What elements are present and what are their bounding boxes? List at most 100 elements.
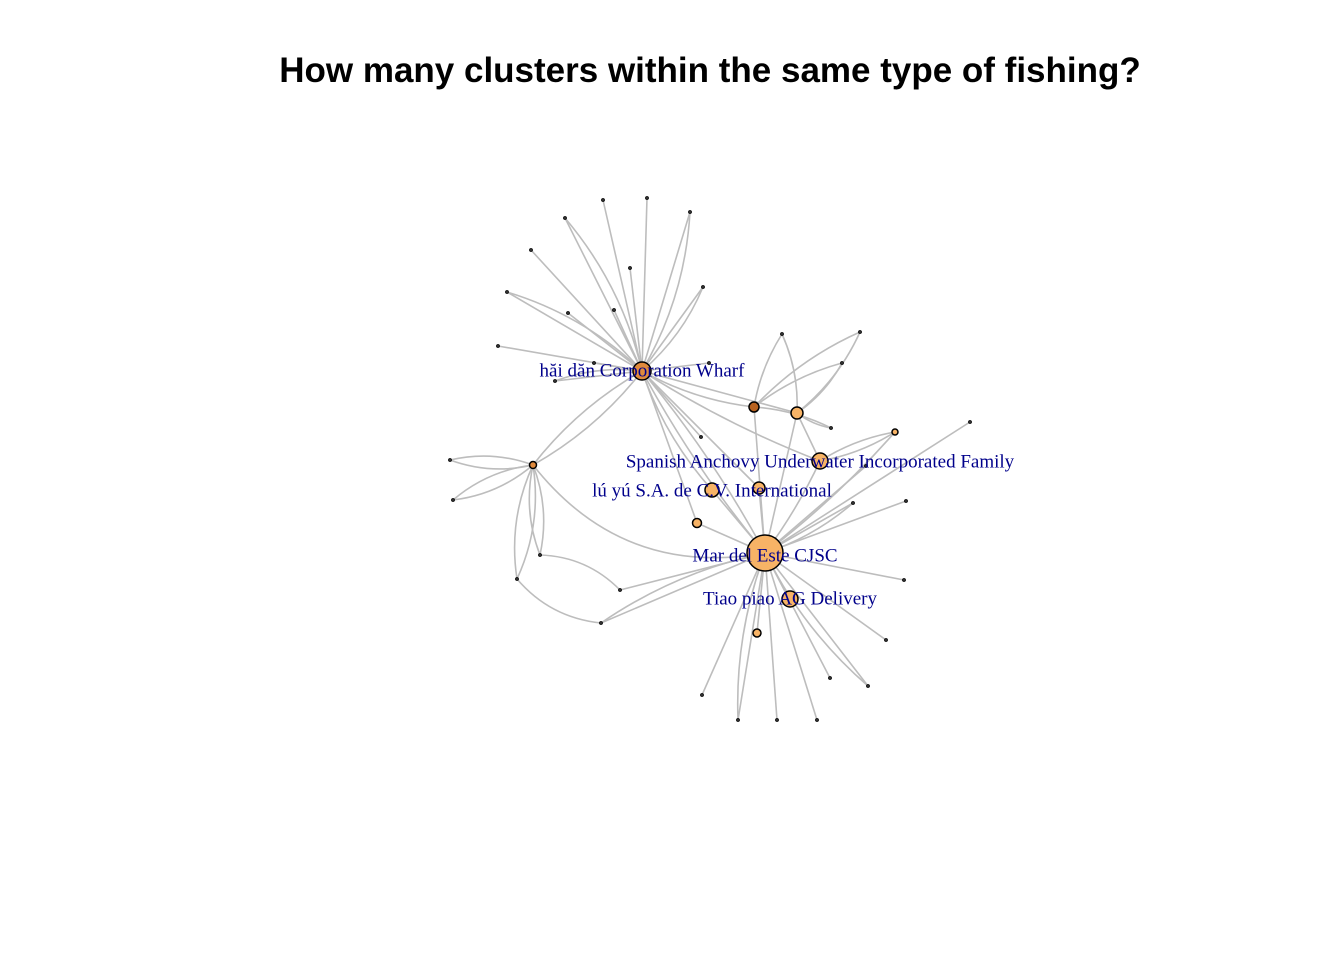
edge: [528, 464, 541, 556]
node-label: Mar del Este CJSC: [692, 545, 837, 566]
edge: [764, 552, 818, 721]
edge: [641, 370, 766, 554]
edge: [641, 370, 755, 408]
hub-node: [811, 452, 829, 470]
chart-title: How many clusters within the same type o…: [279, 51, 1141, 90]
leaf-node: [828, 676, 832, 680]
leaf-node: [815, 718, 819, 722]
hub-node: [704, 482, 720, 498]
leaf-node: [515, 577, 519, 581]
edge: [737, 552, 766, 721]
edge: [516, 578, 602, 624]
leaf-node: [864, 464, 868, 468]
leaf-node: [496, 344, 500, 348]
leaf-node: [851, 501, 855, 505]
hub-node: [691, 517, 703, 529]
hub-node: [632, 361, 652, 381]
leaf-node: [618, 588, 622, 592]
edges: [449, 197, 971, 721]
node-label: Spanish Anchovy Underwater Incorporated …: [626, 451, 1015, 472]
edge: [641, 211, 691, 372]
edge: [532, 464, 545, 556]
leaf-node: [780, 332, 784, 336]
edge: [781, 333, 799, 414]
node-label: Tiao piao AG Delivery: [703, 588, 877, 609]
edge: [539, 554, 621, 591]
edge: [600, 552, 766, 624]
leaf-node: [700, 693, 704, 697]
edge: [532, 370, 643, 466]
hub-node: [781, 590, 799, 608]
leaf-node: [688, 210, 692, 214]
leaf-node: [902, 578, 906, 582]
edge: [532, 464, 766, 559]
leaf-node: [448, 458, 452, 462]
edge: [449, 455, 534, 466]
hub-node: [891, 428, 899, 436]
leaf-node: [538, 553, 542, 557]
hub-node: [746, 534, 784, 572]
edge: [641, 211, 691, 372]
labels: hăi dăn Corporation Wharf Spanish Anchovy…: [540, 360, 1015, 609]
leaf-node: [968, 420, 972, 424]
edge: [641, 197, 648, 372]
edge: [736, 552, 766, 721]
edge: [641, 370, 760, 489]
hub-node: [752, 628, 762, 638]
hub-node: [752, 481, 766, 495]
leaf-node: [566, 311, 570, 315]
leaf-node: [866, 684, 870, 688]
leaf-node: [592, 361, 596, 365]
leaf-node: [529, 248, 533, 252]
node-label: hăi dăn Corporation Wharf: [540, 360, 746, 381]
leaf-node: [612, 308, 616, 312]
leaf-node: [645, 196, 649, 200]
leaf-node: [707, 361, 711, 365]
leaf-node: [858, 330, 862, 334]
edge: [506, 291, 643, 372]
leaf-node: [699, 435, 703, 439]
leaf-node: [505, 290, 509, 294]
edge: [764, 552, 869, 687]
leaf-node: [563, 216, 567, 220]
edge: [532, 370, 643, 466]
edge: [641, 370, 798, 414]
edge: [600, 552, 766, 624]
leaf-node: [736, 718, 740, 722]
hub-node: [528, 460, 538, 470]
leaf-node: [884, 638, 888, 642]
leaf-node: [701, 285, 705, 289]
leaf-node: [451, 498, 455, 502]
edge: [764, 421, 971, 554]
leaf-node: [840, 361, 844, 365]
edge: [641, 370, 821, 462]
edge: [530, 249, 643, 372]
edge: [753, 331, 861, 408]
edge: [452, 464, 534, 501]
edge: [629, 267, 643, 372]
leaf-node: [601, 198, 605, 202]
edge: [641, 370, 698, 524]
leaf-node: [775, 718, 779, 722]
nodes: [448, 196, 972, 722]
leaf-node: [599, 621, 603, 625]
edge: [641, 286, 704, 372]
edge: [753, 362, 843, 408]
leaf-node: [553, 379, 557, 383]
node-label: lú yú S.A. de C.V. International: [592, 480, 832, 501]
hub-node: [790, 406, 804, 420]
edge: [452, 464, 534, 501]
edge: [641, 286, 704, 372]
leaf-node: [904, 499, 908, 503]
edge: [506, 291, 643, 372]
edge: [764, 431, 896, 554]
leaf-node: [628, 266, 632, 270]
leaf-node: [829, 426, 833, 430]
edge: [764, 552, 778, 721]
edge: [513, 464, 534, 580]
edge: [753, 333, 783, 408]
edge: [602, 199, 643, 372]
hub-node: [748, 401, 760, 413]
